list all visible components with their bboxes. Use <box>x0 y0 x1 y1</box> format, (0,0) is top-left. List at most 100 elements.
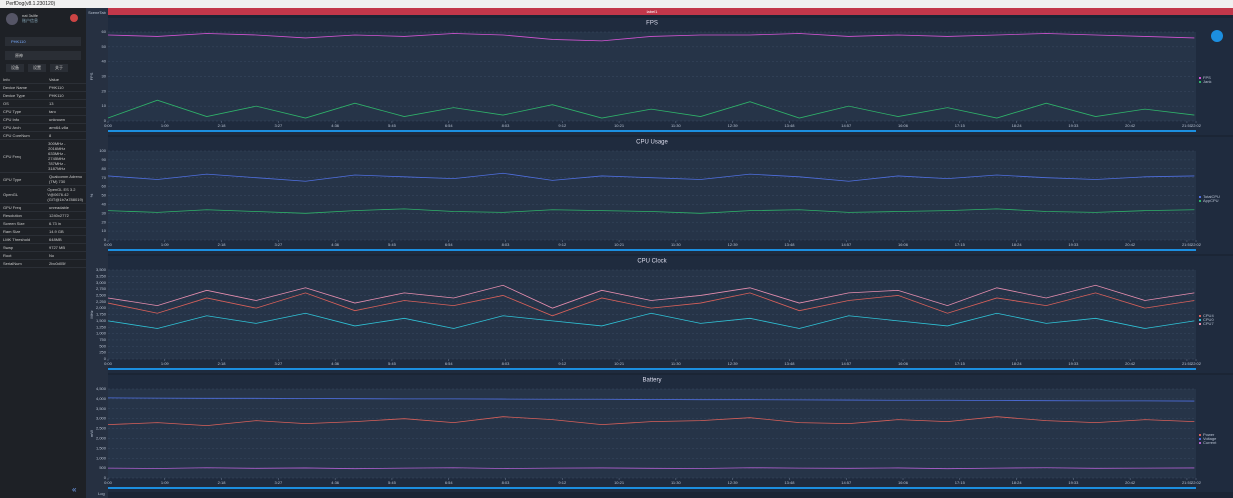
sidebar: nat 3slife 账户信息 PHK110 原神 设备 设置 关于 Info Val… <box>0 8 86 498</box>
log[interactable]: Log <box>98 491 105 496</box>
chart-title: Battery <box>642 378 661 384</box>
y-tick-label: 2,750 <box>96 286 107 291</box>
series-line <box>107 33 1195 42</box>
info-row: Root No <box>0 252 86 260</box>
x-tick-label: 2:18 <box>218 480 227 485</box>
x-tick-label: 13:48 <box>784 242 795 247</box>
info-table: Info Value Device Name PHK110 Device Type PHK… <box>0 76 86 268</box>
x-tick-label: 14:57 <box>841 480 852 485</box>
x-tick-label: 5:45 <box>388 361 397 366</box>
label: label1 <box>647 9 658 14</box>
header-cell: Info <box>3 77 10 82</box>
y-tick-label: 1,250 <box>96 324 107 329</box>
x-tick-label: 6:54 <box>445 123 454 128</box>
x-tick-label: 22:02 <box>1191 480 1202 485</box>
info-row: Swap 9727 MB <box>0 244 86 252</box>
y-tick-label: 1,000 <box>96 331 107 336</box>
y-axis-label: MHz <box>89 310 94 318</box>
tab[interactable]: 设置 <box>28 64 46 72</box>
y-tick-label: 20 <box>102 88 107 93</box>
chart-title: FPS <box>646 21 658 27</box>
series-line <box>107 467 1195 470</box>
y-tick-label: 250 <box>99 350 106 355</box>
x-tick-label: 14:57 <box>841 242 852 247</box>
user: nat 3slife 账户信息 <box>0 8 86 31</box>
info-row: OS 13 <box>0 100 86 108</box>
legend-swatch <box>1199 323 1201 325</box>
x-tick-label: 8:03 <box>502 123 511 128</box>
info-cell: No <box>49 253 55 258</box>
info-cell: GPU Freq <box>3 205 22 210</box>
scene-tab[interactable]: SceneTab <box>88 10 107 15</box>
y-tick-label: 1,500 <box>96 318 107 323</box>
x-tick-label: 1:09 <box>161 123 170 128</box>
x-tick-label: 11:30 <box>671 123 681 128</box>
account[interactable]: 账户信息 <box>22 18 38 23</box>
y-tick-label: 3,000 <box>96 416 107 421</box>
info-cell: taro <box>49 109 56 114</box>
y-tick-label: 20 <box>102 219 107 224</box>
legend-swatch <box>1199 81 1201 83</box>
legend-label: CPU0 <box>1203 317 1214 322</box>
legend-label: Voltage <box>1203 436 1217 441</box>
time-slider <box>108 249 1196 251</box>
x-tick-label: 13:48 <box>784 123 795 128</box>
x-tick-label: 21:51 <box>1182 361 1193 366</box>
info-row: Screen Size 6.73 in <box>0 220 86 228</box>
x-tick-label: 20:42 <box>1125 123 1136 128</box>
info-row: Device Type PHK110 <box>0 92 86 100</box>
series-line <box>107 292 1195 317</box>
x-tick-label: 21:51 <box>1182 123 1193 128</box>
x-tick-label: 4:36 <box>331 123 340 128</box>
y-tick-label: 3,250 <box>96 273 107 278</box>
x-tick-label: 4:36 <box>331 480 340 485</box>
x-tick-label: 16:06 <box>898 123 909 128</box>
y-tick-label: 1,750 <box>96 312 107 317</box>
y-tick-label: 500 <box>99 465 106 470</box>
info-row: GPU Freq unreadable <box>0 204 86 212</box>
x-tick-label: 8:03 <box>502 361 511 366</box>
x-tick-label: 19:33 <box>1068 361 1079 366</box>
y-tick-label: 90 <box>102 157 107 162</box>
legend-swatch <box>1199 434 1201 436</box>
tabs: 设备 设置 关于 <box>6 64 80 72</box>
y-tick-label: 3,500 <box>96 406 107 411</box>
x-tick-label: 3:27 <box>274 361 283 366</box>
y-axis-label: FPS <box>89 72 94 80</box>
info-cell: 1240x2772 <box>49 213 69 218</box>
info-cell: Swap <box>3 245 14 250</box>
info-row: GPU Type Qualcomm Adreno (TM) 730 <box>0 173 86 186</box>
legend-swatch <box>1199 196 1201 198</box>
legend-swatch <box>1199 319 1201 321</box>
x-tick-label: 3:27 <box>274 242 283 247</box>
x-tick-label: 20:42 <box>1125 480 1136 485</box>
info-cell: Ram Size <box>3 229 21 234</box>
y-axis-label: mW <box>89 430 94 437</box>
x-tick-label: 22:02 <box>1191 123 1202 128</box>
x-tick-label: 14:57 <box>841 123 852 128</box>
series-line <box>107 312 1195 329</box>
close-button[interactable] <box>70 14 78 22</box>
legend-label: Power <box>1203 432 1215 437</box>
info-cell: 9727 MB <box>49 245 66 250</box>
device-select[interactable]: PHK110 <box>5 37 81 46</box>
play-button[interactable] <box>1211 30 1223 42</box>
tab[interactable]: 设备 <box>6 64 24 72</box>
x-tick-label: 13:48 <box>784 480 795 485</box>
info-cell: 8 <box>49 133 52 138</box>
tab[interactable]: 关于 <box>50 64 68 72</box>
time-slider <box>108 487 1196 489</box>
legend-label: Current <box>1203 440 1217 445</box>
info-cell: Device Name <box>3 85 28 90</box>
x-tick-label: 12:39 <box>728 123 739 128</box>
info-cell: CPU CoreNum <box>3 133 30 138</box>
x-tick-label: 18:24 <box>1012 361 1023 366</box>
app-select[interactable]: 原神 <box>5 51 81 60</box>
collapse[interactable]: « <box>72 485 77 494</box>
user-name: nat 3slife <box>22 13 39 18</box>
header-row: Info Value <box>0 76 86 84</box>
x-tick-label: 19:33 <box>1068 123 1079 128</box>
info-row: CPU CoreNum 8 <box>0 132 86 140</box>
x-tick-label: 0:00 <box>104 480 113 485</box>
info-cell: 6.73 in <box>49 221 62 226</box>
